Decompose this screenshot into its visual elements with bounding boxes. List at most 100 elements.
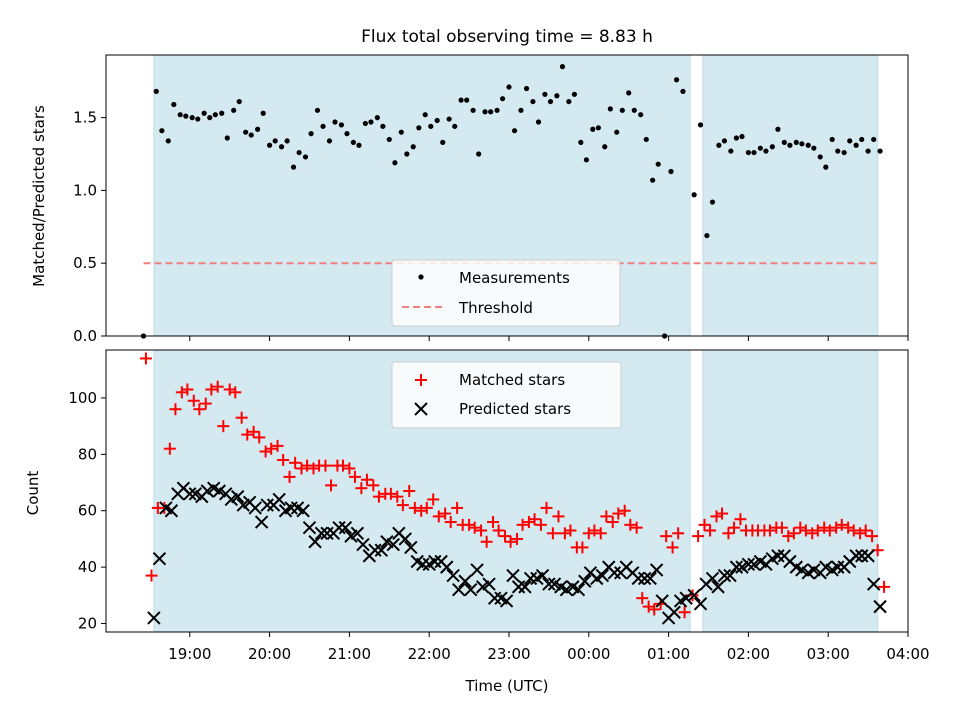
matched-star-point [229,386,242,399]
matched-star-point [734,513,747,526]
measurement-point [643,136,649,143]
matched-star-point [360,473,373,486]
x-tick-label: 22:00 [408,645,451,663]
legend-threshold-label: Threshold [458,299,533,317]
y-tick-label: 60 [78,502,97,520]
measurement-point [614,129,620,135]
bottom-axes-frame [105,349,909,633]
x-tick-label: 03:00 [807,645,850,663]
measurement-point [763,148,769,154]
measurement-point [231,107,237,113]
predicted-star-point [254,515,269,529]
measurement-point [739,133,745,140]
measurements-series [140,64,883,339]
measurement-point [350,139,356,145]
matched-star-point [463,518,476,531]
matched-star-point [854,527,867,540]
measurement-point [368,119,374,125]
measurement-point [458,97,464,103]
matched-star-point [396,499,409,512]
chart-title: Flux total observing time = 8.83 h [361,27,653,47]
measurement-point [626,90,632,96]
predicted-star-point [458,574,472,588]
measurement-point [583,157,590,163]
measurement-point [817,154,823,160]
measurement-point [422,112,428,118]
measurement-point [571,91,578,97]
matched-star-point [612,507,625,520]
matched-star-point [163,442,176,455]
predicted-star-point [687,588,701,603]
matched-star-point [408,501,421,514]
y-tick-label: 20 [78,615,97,633]
matched-star-point [432,510,445,523]
measurement-point [153,88,159,94]
measurement-point [374,115,380,121]
measurement-point [171,101,177,108]
matched-star-point [630,521,643,534]
matched-star-point [325,479,338,492]
matched-star-point [775,521,788,534]
measurement-point [284,138,290,144]
matched-star-point [301,459,314,472]
y-tick-label: 0.5 [73,254,97,272]
predicted-star-point [368,543,382,557]
matched-star-point [241,428,254,441]
predicted-star-point [398,532,412,546]
x-tick-label: 23:00 [487,645,530,663]
measurement-point [183,113,189,119]
measurement-point [494,107,500,113]
observing-window-2 [702,54,879,337]
matched-star-point [175,386,188,399]
matched-star-point [722,527,735,540]
predicted-star-point [506,568,520,583]
matched-star-point [348,470,361,483]
matched-star-point [847,524,860,537]
predicted-star-point [183,487,197,501]
measurement-point [751,149,757,156]
measurement-point [668,168,674,175]
matched-star-point [866,530,879,543]
measurement-point [673,77,680,83]
measurement-point [326,138,333,144]
predicted-star-point [717,568,732,583]
legend-measurements-marker [418,274,424,280]
matched-star-point [558,527,571,540]
measurement-point [266,142,273,148]
matched-star-point [444,516,457,529]
predicted-star-point [518,580,532,594]
matched-star-point [878,580,891,593]
predicted-star-point [649,563,664,577]
matched-star-point [782,530,795,543]
predicted-star-point [440,560,454,574]
matched-star-point [823,524,836,537]
predicted-star-point [350,526,365,541]
matched-star-point [648,603,661,616]
matched-star-point [451,501,464,514]
matched-star-point [403,485,416,497]
matched-star-point [618,504,631,517]
measurement-point [320,123,326,129]
matched-star-point [842,521,855,534]
measurement-point [356,142,362,148]
measurement-point [518,107,524,113]
x-tick-label: 04:00 [886,645,929,663]
matched-star-point [169,403,182,416]
matched-star-point [211,380,224,393]
measurement-point [554,93,560,99]
measurement-point [470,107,476,113]
observing-window-2 [702,349,879,633]
measurement-point [733,135,740,141]
measurement-point [314,107,321,113]
predicted-star-point [866,577,881,591]
bottom-y-axis-label: Count [24,471,42,516]
measurement-point [775,126,781,132]
predicted-star-point [849,549,863,563]
measurement-point [811,145,817,151]
bottom-x-axis: 19:00 20:00 21:00 22:00 23:00 00:00 01:00 02:00… [168,632,930,663]
predicted-star-point [729,560,744,574]
matched-star-point [606,516,619,529]
matched-star-point [199,397,212,410]
measurement-point [272,138,278,144]
matched-star-point [420,501,433,514]
